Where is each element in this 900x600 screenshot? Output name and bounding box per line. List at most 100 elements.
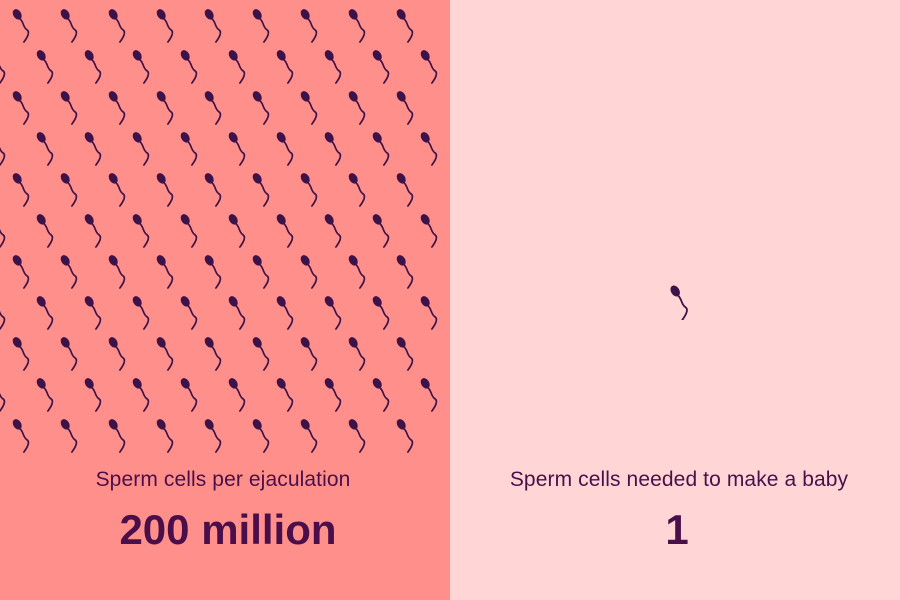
sperm-icon [420,378,438,412]
sperm-icon [84,132,102,166]
sperm-icon [180,378,198,412]
sperm-icon [228,132,246,166]
sperm-icon [420,132,438,166]
sperm-icon [84,296,102,330]
sperm-icon [156,9,174,43]
sperm-icon [108,419,126,453]
sperm-icon [276,214,294,248]
sperm-icon [36,50,54,84]
sperm-icon [372,378,390,412]
ejaculation-count: 200 million [119,506,337,553]
sperm-icon [12,255,30,289]
sperm-icon [180,50,198,84]
sperm-icon [324,50,342,84]
sperm-icon [180,296,198,330]
sperm-icon [108,255,126,289]
sperm-icon [84,214,102,248]
sperm-icon [396,91,414,125]
sperm-icon [348,173,366,207]
sperm-icon [396,9,414,43]
sperm-icon [60,419,78,453]
sperm-icon [276,378,294,412]
sperm-icon [132,214,150,248]
sperm-icon [132,378,150,412]
sperm-icon [276,50,294,84]
sperm-icon [132,132,150,166]
sperm-icon [132,296,150,330]
sperm-icon [0,58,6,84]
sperm-icon [252,337,270,371]
sperm-icon [0,386,6,412]
single-sperm-icon [670,285,688,320]
sperm-icon [36,296,54,330]
sperm-icon [300,91,318,125]
sperm-icon [228,378,246,412]
sperm-icon [252,173,270,207]
baby-caption: Sperm cells needed to make a baby [509,468,849,491]
sperm-icon [420,214,438,248]
sperm-icon [84,378,102,412]
sperm-icon [276,132,294,166]
sperm-icon [156,173,174,207]
sperm-icon [300,9,318,43]
sperm-icon [204,91,222,125]
sperm-icon [324,296,342,330]
sperm-icon [204,255,222,289]
sperm-icon [12,337,30,371]
baby-count: 1 [665,506,689,553]
sperm-icon [252,255,270,289]
sperm-icon [252,9,270,43]
sperm-icon [372,214,390,248]
sperm-icon [396,419,414,453]
sperm-icon [204,173,222,207]
sperm-icon [324,378,342,412]
sperm-icon [12,419,30,453]
sperm-icon [60,337,78,371]
sperm-icon [228,296,246,330]
sperm-icon [180,132,198,166]
sperm-icon [12,9,30,43]
sperm-icon [420,296,438,330]
sperm-icon [36,132,54,166]
sperm-icon [204,419,222,453]
sperm-icon [324,214,342,248]
sperm-icon [156,255,174,289]
sperm-icon [108,173,126,207]
sperm-icon [12,173,30,207]
sperm-icon [156,419,174,453]
sperm-swarm [0,9,438,453]
sperm-icon [348,337,366,371]
sperm-icon [0,140,6,166]
sperm-icon [0,304,6,330]
sperm-icon [60,9,78,43]
left-panel: Sperm cells per ejaculation 200 million [0,0,450,600]
sperm-icon [132,50,150,84]
sperm-icon [36,214,54,248]
sperm-icon [108,337,126,371]
sperm-icon [108,91,126,125]
sperm-icon [348,255,366,289]
sperm-icon [180,214,198,248]
sperm-icon [348,91,366,125]
sperm-icon [348,419,366,453]
sperm-icon [156,337,174,371]
sperm-icon [300,255,318,289]
sperm-icon [670,285,688,320]
sperm-icon [12,91,30,125]
sperm-icon [420,50,438,84]
sperm-icon [300,419,318,453]
sperm-icon [204,337,222,371]
sperm-icon [396,337,414,371]
sperm-icon [252,91,270,125]
sperm-icon [276,296,294,330]
sperm-icon [60,91,78,125]
sperm-icon [0,222,6,248]
right-panel: Sperm cells needed to make a baby 1 [450,0,900,600]
sperm-icon [372,50,390,84]
ejaculation-caption: Sperm cells per ejaculation [95,468,351,491]
sperm-icon [36,378,54,412]
sperm-icon [204,9,222,43]
sperm-icon [396,255,414,289]
sperm-icon [228,214,246,248]
sperm-icon [156,91,174,125]
